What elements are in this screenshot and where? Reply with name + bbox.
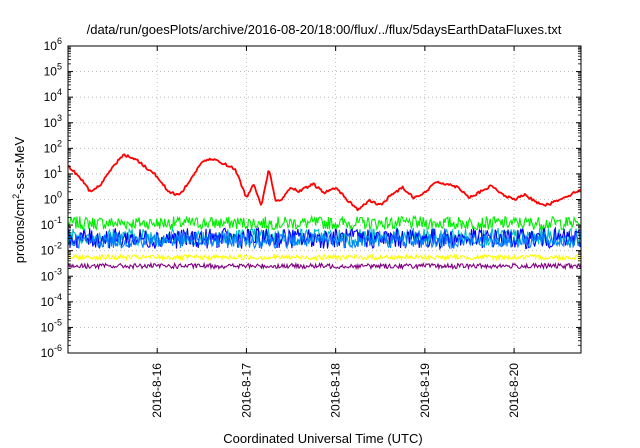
y-tick-label: 106: [44, 36, 62, 53]
y-tick-label-exponent: 2: [57, 138, 62, 148]
data-series: [67, 153, 582, 271]
y-tick-label-exponent: -1: [54, 215, 62, 225]
x-tick-label: 2016-8-17: [239, 363, 253, 418]
y-tick-label: 10-1: [41, 215, 62, 232]
y-tick-label-base: 10: [44, 39, 58, 53]
series-line: [67, 230, 582, 251]
y-tick-label-exponent: 3: [57, 113, 62, 123]
y-axis-title: protons/cm2-s-sr-MeV: [11, 136, 27, 263]
y-tick-label-base: 10: [44, 167, 58, 181]
y-tick-label: 10-5: [41, 317, 62, 334]
y-tick-label: 10-6: [41, 343, 62, 360]
series-line: [67, 153, 582, 212]
series-line: [67, 261, 582, 271]
axes: 10-610-510-410-310-210-11001011021031041…: [41, 36, 581, 418]
y-tick-label: 103: [44, 113, 62, 130]
y-tick-label-base: 10: [44, 90, 58, 104]
y-tick-label-base: 10: [41, 244, 55, 258]
y-tick-label-base: 10: [41, 320, 55, 334]
y-tick-label: 10-3: [41, 266, 62, 283]
y-tick-label-exponent: -3: [54, 266, 62, 276]
y-tick-label: 100: [44, 190, 62, 207]
y-tick-label-base: 10: [44, 116, 58, 130]
y-tick-label-base: 10: [44, 141, 58, 155]
grid: [68, 46, 581, 353]
y-tick-label-exponent: 1: [57, 164, 62, 174]
y-tick-label-exponent: -6: [54, 343, 62, 353]
y-tick-label-base: 10: [41, 218, 55, 232]
x-tick-label: 2016-8-18: [329, 363, 343, 418]
y-tick-label-base: 10: [41, 295, 55, 309]
series-line: [67, 214, 582, 232]
y-tick-label-base: 10: [41, 269, 55, 283]
y-tick-label-exponent: -2: [54, 241, 62, 251]
y-tick-label-exponent: -4: [54, 292, 62, 302]
x-axis-title: Coordinated Universal Time (UTC): [223, 431, 422, 446]
y-axis-title-rest: -s-sr-MeV: [12, 136, 27, 193]
y-tick-label: 10-2: [41, 241, 62, 258]
y-tick-label: 102: [44, 138, 62, 155]
y-tick-label-base: 10: [44, 193, 58, 207]
y-tick-label: 105: [44, 62, 62, 79]
y-tick-label: 10-4: [41, 292, 62, 309]
y-tick-label: 101: [44, 164, 62, 181]
series-line: [67, 253, 582, 262]
x-tick-label: 2016-8-20: [507, 363, 521, 418]
chart-title: /data/run/goesPlots/archive/2016-08-20/1…: [87, 22, 562, 37]
y-tick-label-exponent: 0: [57, 190, 62, 200]
y-tick-label: 104: [44, 87, 62, 104]
series-line: [67, 226, 582, 251]
y-axis-title-unit: protons/cm: [12, 199, 27, 263]
y-tick-label-base: 10: [44, 65, 58, 79]
x-tick-label: 2016-8-16: [150, 363, 164, 418]
y-tick-label-exponent: -5: [54, 317, 62, 327]
y-axis-title-exponent: 2: [11, 194, 21, 199]
y-tick-label-exponent: 4: [57, 87, 62, 97]
y-tick-label-exponent: 5: [57, 62, 62, 72]
x-tick-label: 2016-8-19: [418, 363, 432, 418]
y-tick-label-base: 10: [41, 346, 55, 360]
y-tick-label-exponent: 6: [57, 36, 62, 46]
